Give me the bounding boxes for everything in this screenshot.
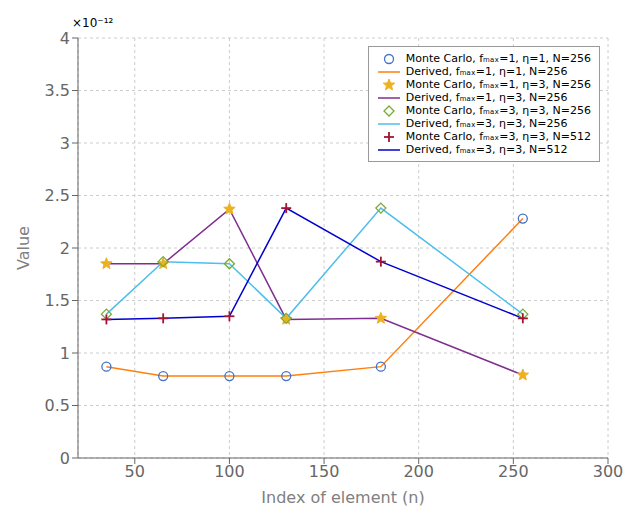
html-text:Derived, fₘₐₓ=1, η=1, N=256: Derived, fₘₐₓ=1, η=1, N=256: [405, 65, 568, 78]
svg-text:1: 1: [60, 344, 70, 363]
svg-text:Index of element (n): Index of element (n): [261, 488, 424, 507]
html-text:Monte Carlo, fₘₐₓ=3, η=3, N=25: Monte Carlo, fₘₐₓ=3, η=3, N=256: [405, 104, 591, 117]
html-text:×10⁻¹²: ×10⁻¹²: [72, 16, 114, 30]
svg-text:100: 100: [214, 462, 245, 481]
svg-text:2: 2: [60, 239, 70, 258]
svg-text:3: 3: [60, 134, 70, 153]
html-text:Derived, fₘₐₓ=3, η=3, N=512: Derived, fₘₐₓ=3, η=3, N=512: [405, 143, 568, 156]
html-text:Derived, fₘₐₓ=3, η=3, N=256: Derived, fₘₐₓ=3, η=3, N=256: [405, 117, 568, 130]
html-text:Monte Carlo, fₘₐₓ=1, η=1, N=25: Monte Carlo, fₘₐₓ=1, η=1, N=256: [405, 52, 591, 65]
svg-text:250: 250: [498, 462, 529, 481]
html-text:Monte Carlo, fₘₐₓ=3, η=3, N=51: Monte Carlo, fₘₐₓ=3, η=3, N=512: [405, 130, 591, 143]
html-text:Monte Carlo, fₘₐₓ=1, η=3, N=25: Monte Carlo, fₘₐₓ=1, η=3, N=256: [405, 78, 591, 91]
svg-text:200: 200: [403, 462, 434, 481]
svg-text:3.5: 3.5: [45, 81, 70, 100]
svg-text:150: 150: [309, 462, 340, 481]
html-text:Derived, fₘₐₓ=1, η=3, N=256: Derived, fₘₐₓ=1, η=3, N=256: [405, 91, 568, 104]
svg-text:4: 4: [60, 29, 70, 48]
svg-text:0: 0: [60, 449, 70, 468]
svg-text:1.5: 1.5: [45, 291, 70, 310]
svg-text:50: 50: [125, 462, 145, 481]
svg-text:Value: Value: [14, 226, 33, 270]
svg-text:300: 300: [593, 462, 624, 481]
svg-text:0.5: 0.5: [45, 396, 70, 415]
svg-text:2.5: 2.5: [45, 186, 70, 205]
